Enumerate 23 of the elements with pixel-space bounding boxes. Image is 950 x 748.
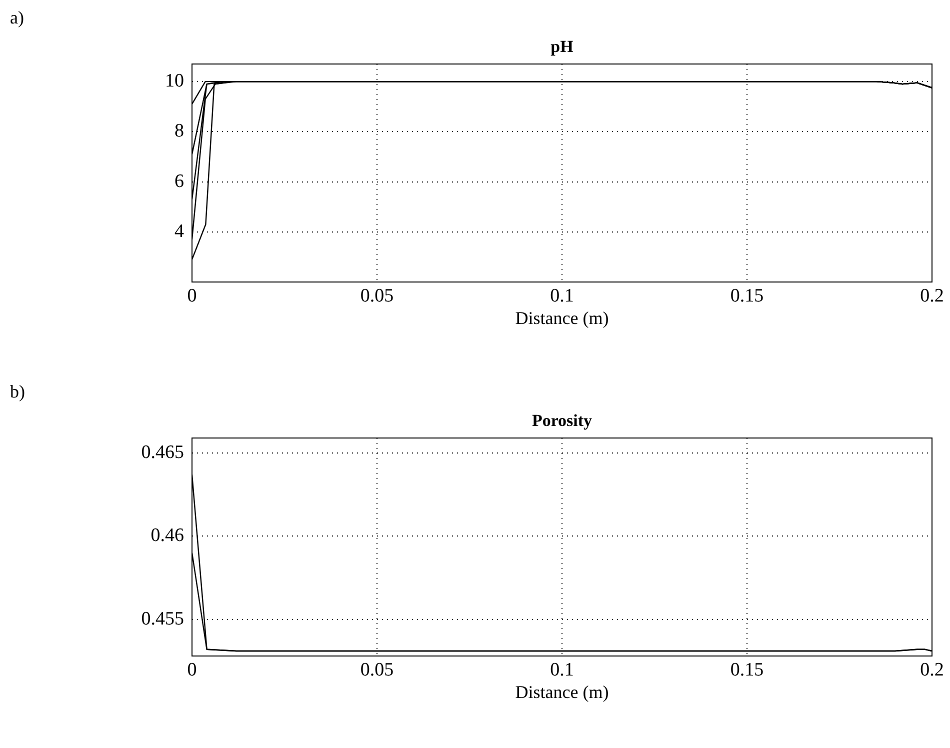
y-tick-label: 0.46: [150, 525, 184, 546]
x-tick-label: 0.2: [920, 285, 944, 306]
x-axis-title: Distance (m): [515, 682, 609, 702]
chart-title: Porosity: [532, 410, 593, 430]
y-tick-label: 0.465: [141, 442, 184, 463]
x-tick-label: 0.15: [730, 659, 764, 680]
y-tick-label: 4: [174, 220, 184, 242]
x-tick-label: 0.1: [550, 285, 574, 306]
y-tick-label: 8: [174, 120, 184, 142]
x-tick-label: 0.05: [360, 285, 394, 306]
text: b): [10, 382, 25, 402]
x-tick-label: 0.2: [920, 659, 944, 680]
y-tick-label: 0.455: [141, 608, 184, 630]
chart-title: pH: [550, 36, 574, 56]
x-tick-label: 0.05: [360, 659, 394, 680]
x-tick-label: 0.1: [550, 659, 574, 680]
x-axis-title: Distance (m): [515, 308, 609, 328]
y-tick-label: 6: [174, 170, 184, 192]
x-tick-label: 0: [187, 659, 197, 680]
x-tick-label: 0.15: [730, 285, 764, 306]
text: a): [10, 8, 24, 28]
y-tick-label: 10: [165, 70, 184, 92]
x-tick-label: 0: [187, 285, 197, 306]
